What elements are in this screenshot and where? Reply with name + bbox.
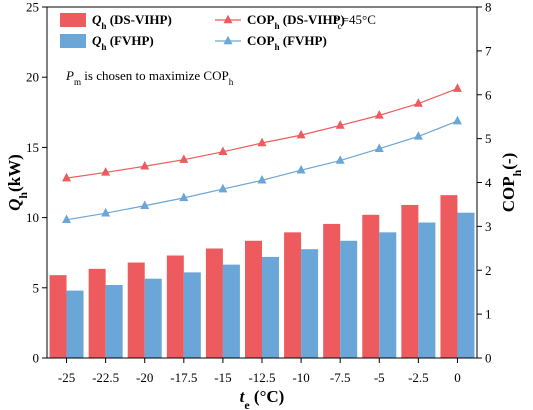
bar (127, 262, 145, 358)
bar (301, 249, 319, 358)
data-point (140, 160, 150, 170)
data-point (179, 154, 189, 163)
legend-label: Qh (DS-VIHP) (92, 12, 172, 31)
bar (49, 275, 67, 358)
bar (418, 222, 436, 358)
legend-swatch (60, 13, 86, 27)
data-point (374, 143, 384, 152)
bar (262, 256, 279, 358)
y-tick-label-left: 0 (33, 351, 40, 366)
legend-marker (223, 14, 233, 24)
data-point (335, 120, 345, 129)
x-tick-label: -7.5 (330, 370, 351, 385)
legend-item: Qh (DS-VIHP) (60, 12, 172, 31)
data-point (296, 164, 306, 174)
data-point (452, 83, 462, 92)
y-tick-label-right: 1 (485, 307, 492, 322)
x-tick-label: -2.5 (408, 370, 429, 385)
legend-label: COPh (DS-VIHP) (247, 12, 345, 31)
data-point (218, 183, 228, 193)
legend-label: Qh (FVHP) (92, 33, 154, 52)
bar (362, 214, 380, 358)
x-tick-label: 0 (454, 370, 461, 385)
data-point (413, 131, 423, 140)
legend: Qh (DS-VIHP) COPh (DS-VIHP) Qh (FVHP) COPh … (60, 12, 345, 52)
bar (245, 240, 262, 358)
x-tick-label: -25 (58, 370, 75, 385)
bar (340, 240, 358, 358)
y-tick-label-right: 4 (485, 175, 492, 190)
y-axis-title-left: Qh(kW) (5, 154, 30, 211)
bar (457, 212, 475, 358)
data-point (452, 115, 462, 125)
bar (88, 268, 106, 358)
y-tick-label-right: 3 (485, 219, 492, 234)
annotation-text: Pm is chosen to maximize COPh (65, 68, 234, 87)
data-point (101, 207, 111, 217)
legend-marker (223, 35, 233, 45)
ticks-layer: 0 5 10 15 20 25 0 1 2 3 4 5 6 7 8 -25 -22.5 -20 -17.5 -15 -1… (26, 0, 492, 385)
condition-label: tc=45°C (334, 12, 376, 31)
bars-layer (49, 195, 475, 358)
y-tick-label-right: 8 (485, 0, 492, 15)
data-point (140, 200, 150, 210)
legend-swatch (60, 34, 86, 48)
y-tick-label-left: 25 (26, 0, 39, 15)
x-tick-label: -5 (374, 370, 385, 385)
legend-item: COPh (FVHP) (215, 33, 327, 52)
bar (440, 195, 458, 358)
data-point (62, 214, 72, 224)
y-tick-label-right: 6 (485, 87, 492, 102)
y-tick-label-right: 5 (485, 131, 492, 146)
bar (222, 264, 240, 358)
bar (166, 255, 184, 358)
series-line (66, 88, 458, 179)
y-tick-label-left: 10 (26, 210, 39, 225)
y-tick-label-right: 7 (485, 43, 492, 58)
bar (379, 232, 397, 358)
x-axis-title: te (°C) (240, 387, 285, 410)
data-point (179, 192, 189, 202)
x-tick-label: -10 (292, 370, 309, 385)
y-tick-label-right: 2 (485, 263, 492, 278)
x-tick-label: -20 (136, 370, 153, 385)
bar (284, 232, 302, 358)
data-point (374, 110, 384, 119)
data-point (413, 98, 423, 107)
legend-item: Qh (FVHP) (60, 33, 154, 52)
bar (183, 272, 201, 358)
bar (105, 284, 123, 358)
data-point (335, 155, 345, 164)
x-tick-label: -15 (214, 370, 231, 385)
series-line (66, 120, 458, 221)
bar (401, 204, 419, 358)
labels-layer: te (°C) Qh(kW) COPh(-) tc=45°C Pm is chosen … (5, 12, 524, 410)
legend-label: COPh (FVHP) (247, 33, 327, 52)
data-point (62, 172, 72, 182)
lines-layer (62, 83, 462, 224)
bar (205, 248, 223, 358)
data-point (101, 167, 111, 176)
legend-item: COPh (DS-VIHP) (215, 12, 345, 31)
x-tick-label: -12.5 (248, 370, 275, 385)
x-tick-label: -17.5 (170, 370, 197, 385)
data-point (257, 137, 267, 147)
bar (144, 278, 162, 358)
y-axis-title-right: COPh(-) (499, 153, 524, 213)
y-tick-label-right: 0 (485, 351, 492, 366)
y-tick-label-left: 20 (26, 70, 39, 85)
bar (323, 223, 341, 358)
x-tick-label: -22.5 (92, 370, 119, 385)
data-point (218, 146, 228, 156)
bar (66, 290, 84, 358)
data-point (257, 175, 267, 184)
y-tick-label-left: 5 (33, 280, 40, 295)
data-point (296, 129, 306, 139)
y-tick-label-left: 15 (26, 140, 39, 155)
